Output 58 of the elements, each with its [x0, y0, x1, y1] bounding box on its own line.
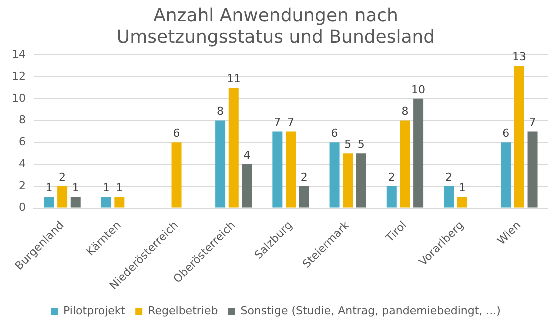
data-label: 7	[288, 116, 294, 130]
bar	[242, 164, 252, 208]
legend-label: Sonstige (Studie, Antrag, pandemiebedingt, ...)	[240, 304, 501, 318]
data-label: 8	[217, 105, 224, 118]
data-label: 7	[529, 116, 536, 130]
bar	[286, 132, 296, 208]
data-label: 1	[102, 182, 110, 195]
data-label: 2	[388, 170, 396, 184]
y-tick-label: 4	[18, 157, 26, 170]
bar	[501, 142, 512, 208]
bar	[101, 197, 112, 208]
bar	[414, 98, 424, 208]
data-label: 5	[344, 138, 352, 151]
y-tick-label: 6	[18, 136, 26, 149]
y-tick-label: 8	[18, 114, 26, 127]
data-label: 1	[116, 182, 124, 195]
data-label: 6	[331, 127, 338, 140]
bar	[299, 186, 310, 208]
y-tick-label: 2	[18, 179, 26, 192]
data-label: 1	[458, 182, 466, 195]
data-label: 11	[226, 72, 241, 86]
bar	[330, 142, 340, 208]
y-tick-label: 10	[12, 92, 26, 105]
data-label: 2	[59, 170, 66, 184]
y-tick-label: 0	[18, 201, 26, 214]
bar	[272, 132, 283, 208]
bar	[172, 142, 182, 208]
bar	[228, 88, 239, 208]
y-tick-label: 12	[12, 70, 26, 83]
bar	[444, 186, 454, 208]
data-label: 1	[46, 182, 53, 195]
data-label: 13	[512, 50, 526, 64]
bar	[400, 120, 410, 208]
chart-title: Anzahl Anwendungen nach Umsetzungsstatus und Bundesland	[116, 5, 436, 48]
bar	[457, 197, 468, 208]
data-label: 6	[173, 127, 180, 140]
data-label: 8	[402, 105, 409, 118]
data-label: 5	[358, 138, 365, 151]
bar	[216, 120, 226, 208]
bar	[528, 132, 538, 208]
bar	[58, 186, 68, 208]
bar	[356, 154, 366, 208]
data-label: 6	[502, 127, 510, 140]
data-label: 7	[274, 116, 282, 130]
bar	[70, 197, 81, 208]
legend-label: Pilotprojekt	[64, 304, 126, 318]
data-label: 1	[72, 182, 80, 195]
bar	[514, 66, 524, 208]
y-tick-label: 14	[12, 48, 26, 62]
bar	[386, 186, 397, 208]
bar	[44, 197, 54, 208]
bar	[114, 197, 125, 208]
data-label: 10	[412, 83, 426, 96]
bar	[343, 154, 354, 208]
data-label: 2	[446, 170, 453, 184]
data-label: 4	[244, 148, 251, 162]
legend-label: Regelbetrieb	[148, 304, 218, 318]
data-label: 2	[300, 170, 308, 184]
